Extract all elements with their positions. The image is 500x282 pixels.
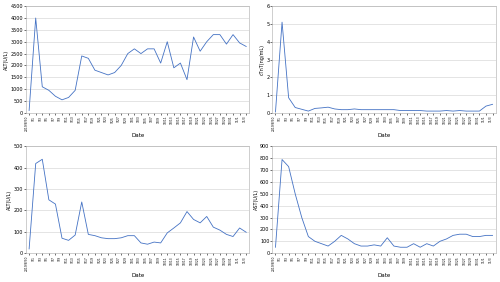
Y-axis label: ALT(U/L): ALT(U/L) <box>8 190 12 210</box>
X-axis label: Date: Date <box>378 133 390 138</box>
Y-axis label: cTnT(ng/mL): cTnT(ng/mL) <box>260 44 265 75</box>
X-axis label: Date: Date <box>131 133 144 138</box>
Y-axis label: ALT(U/L): ALT(U/L) <box>4 49 9 70</box>
X-axis label: Date: Date <box>378 273 390 278</box>
X-axis label: Date: Date <box>131 273 144 278</box>
Y-axis label: AST(U/L): AST(U/L) <box>254 189 258 210</box>
